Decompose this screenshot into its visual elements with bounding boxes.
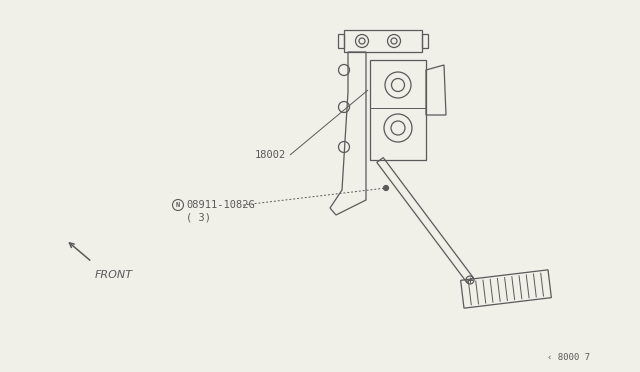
Text: ‹ 8000 7: ‹ 8000 7 [547,353,590,362]
Text: 18002: 18002 [255,150,286,160]
Text: 08911-1082G: 08911-1082G [186,200,255,210]
Text: N: N [176,202,180,208]
Text: ( 3): ( 3) [186,213,211,223]
Circle shape [383,186,388,190]
Text: FRONT: FRONT [95,270,133,280]
